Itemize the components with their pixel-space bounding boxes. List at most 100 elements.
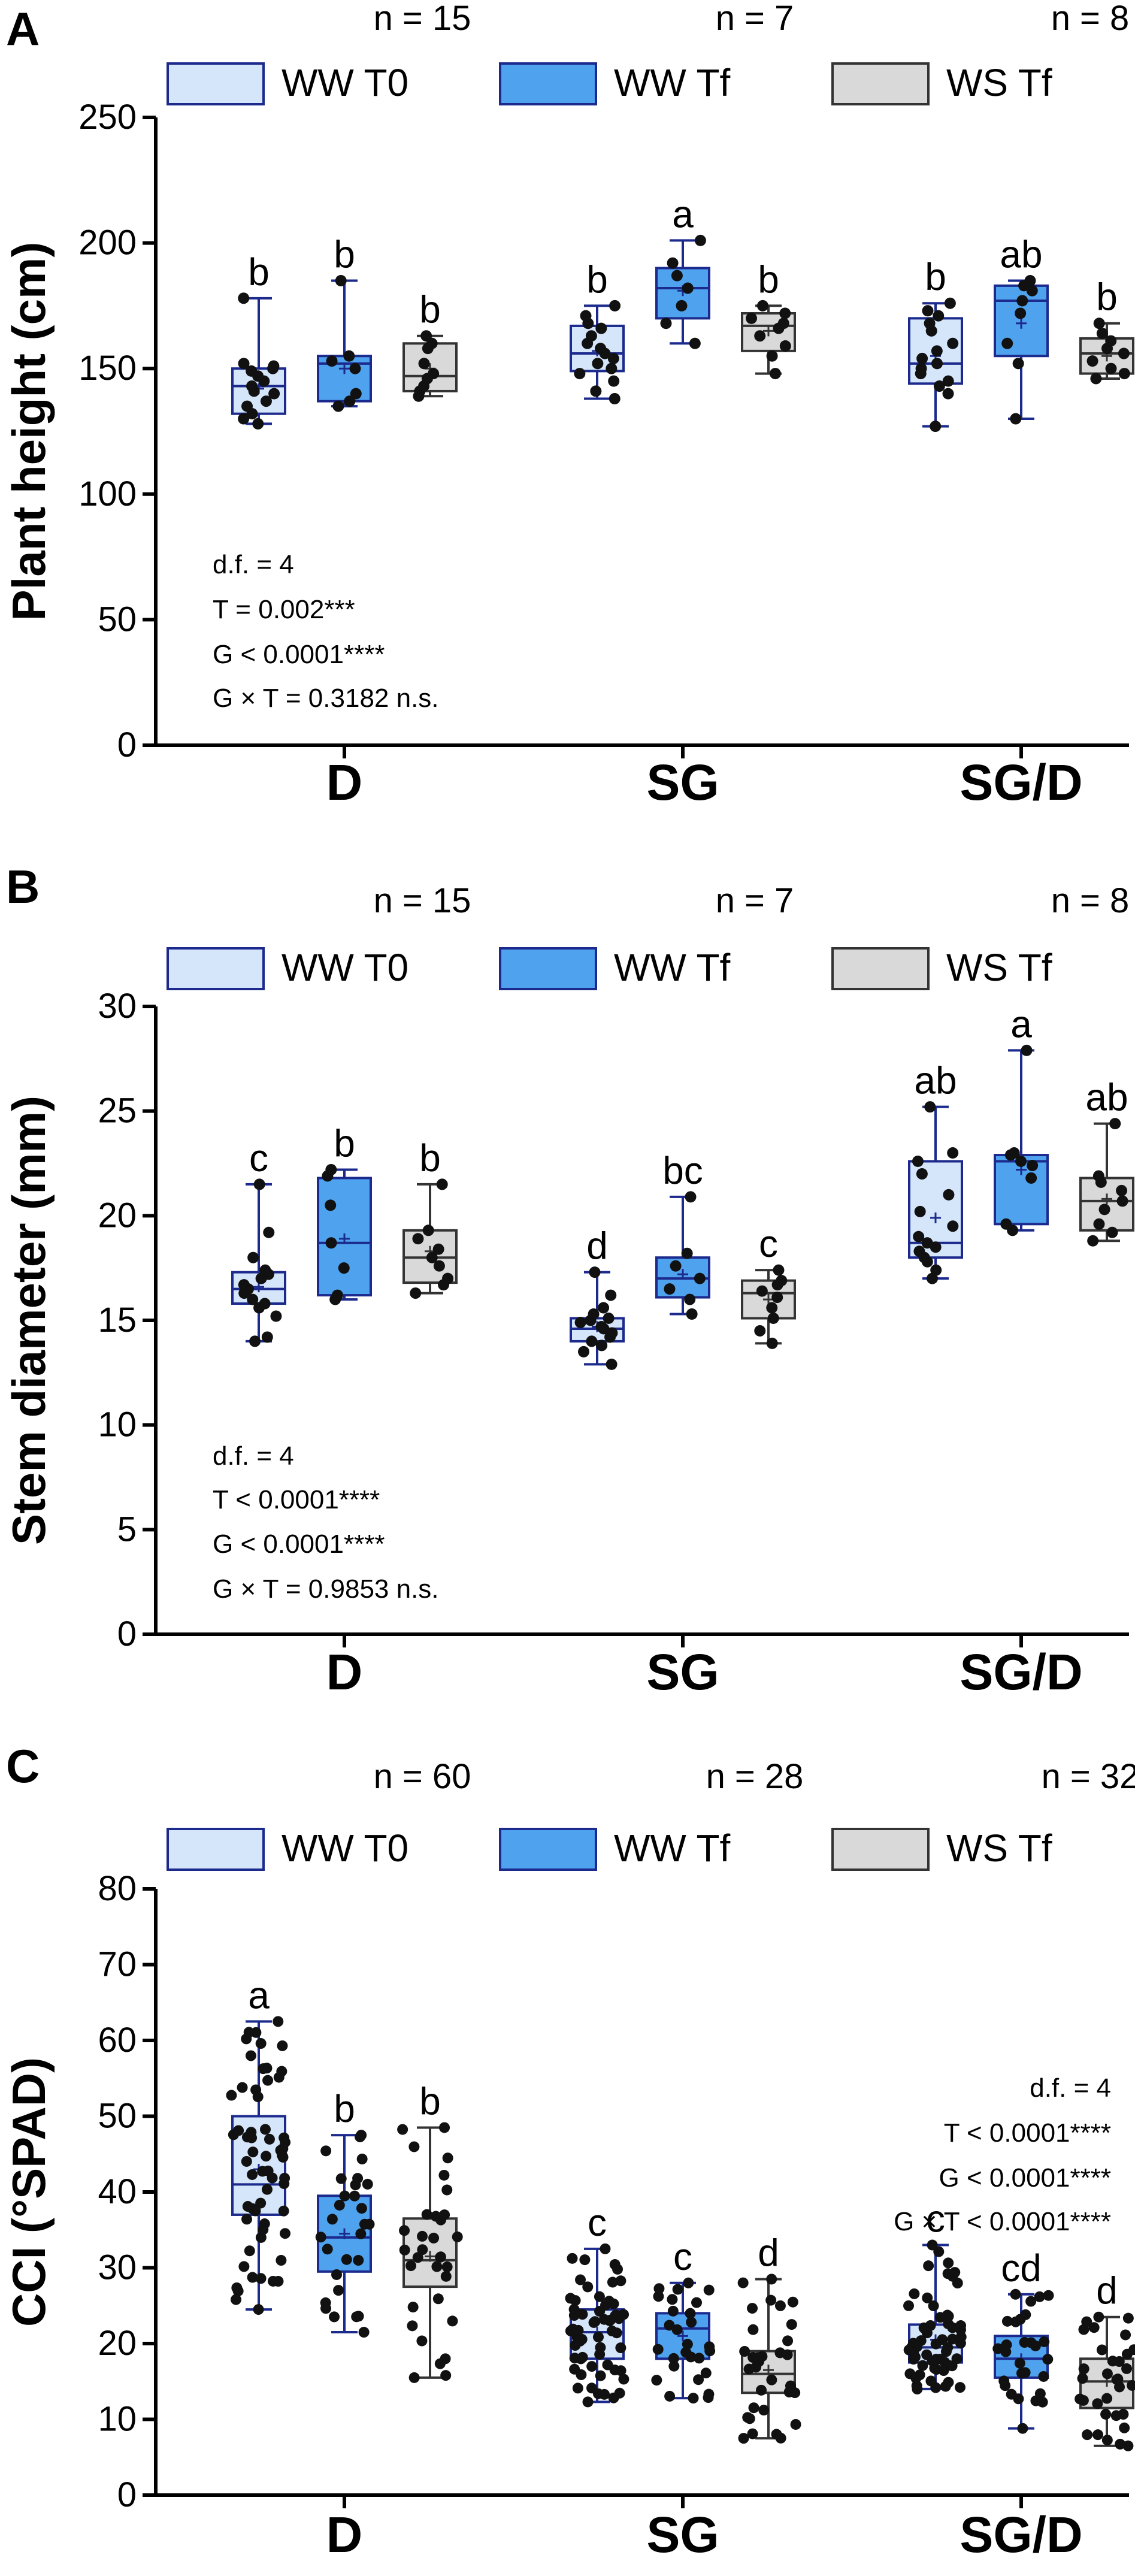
- data-point: [568, 2303, 580, 2315]
- data-point: [758, 2405, 770, 2416]
- y-tick-label: 0: [117, 1614, 137, 1653]
- data-point: [1026, 285, 1038, 297]
- n-label: n = 7: [716, 0, 794, 38]
- data-point: [407, 2302, 419, 2313]
- data-point: [652, 2344, 664, 2355]
- data-point: [927, 2239, 938, 2251]
- data-point: [916, 1168, 928, 1180]
- n-label: n = 32: [1042, 1757, 1135, 1796]
- data-point: [349, 362, 361, 374]
- data-point: [1019, 2337, 1030, 2348]
- stats-text: G × T = 0.9853 n.s.: [213, 1574, 439, 1604]
- data-point: [685, 2351, 697, 2363]
- data-point: [428, 368, 440, 380]
- y-tick-label: 0: [117, 725, 137, 764]
- data-point: [241, 2131, 253, 2143]
- data-point: [1043, 2290, 1054, 2301]
- data-point: [331, 2269, 343, 2280]
- category-label: SG/D: [960, 1644, 1082, 1700]
- data-point: [660, 318, 672, 329]
- data-point: [603, 1313, 615, 1325]
- data-point: [1015, 307, 1027, 319]
- data-point: [605, 1289, 617, 1301]
- data-point: [609, 393, 621, 405]
- data-point: [606, 1327, 618, 1339]
- significance-letter: bc: [662, 1149, 703, 1192]
- box-plot: a: [994, 1002, 1049, 1236]
- data-point: [1000, 2380, 1011, 2391]
- data-point: [410, 1287, 422, 1299]
- data-point: [914, 1205, 926, 1217]
- data-point: [1092, 2398, 1103, 2409]
- significance-letter: ab: [1085, 1076, 1128, 1119]
- data-point: [1082, 2429, 1093, 2441]
- n-label: n = 7: [716, 881, 794, 920]
- data-point: [1021, 1044, 1033, 1056]
- category-label: SG/D: [960, 2507, 1082, 2563]
- n-label: n = 8: [1051, 0, 1130, 38]
- stats-text: G × T < 0.0001****: [894, 2207, 1111, 2236]
- data-point: [688, 2393, 699, 2404]
- data-point: [431, 2261, 443, 2272]
- data-point: [783, 2386, 795, 2397]
- data-point: [1078, 2394, 1089, 2406]
- data-point: [258, 2224, 269, 2235]
- data-point: [606, 362, 618, 374]
- data-point: [909, 2288, 920, 2299]
- data-point: [1118, 2409, 1129, 2420]
- data-point: [1120, 2329, 1131, 2341]
- data-point: [942, 375, 954, 387]
- y-tick-label: 0: [117, 2475, 137, 2514]
- n-label: n = 8: [1051, 881, 1130, 920]
- data-point: [664, 2390, 676, 2402]
- stats-text: G < 0.0001****: [939, 2163, 1111, 2193]
- data-point: [1006, 2388, 1017, 2400]
- data-point: [580, 310, 592, 322]
- data-point: [586, 2383, 597, 2394]
- data-point: [942, 2309, 953, 2321]
- data-point: [940, 2346, 952, 2357]
- data-point: [586, 2361, 598, 2372]
- data-point: [238, 358, 250, 370]
- data-point: [270, 1310, 282, 1322]
- data-point: [606, 1358, 618, 1370]
- data-point: [590, 385, 602, 397]
- data-point: [588, 2317, 600, 2328]
- data-point: [776, 1275, 788, 1287]
- data-point: [954, 2382, 965, 2393]
- data-point: [277, 2040, 288, 2051]
- category-label: SG: [646, 2507, 719, 2563]
- data-point: [915, 362, 927, 374]
- data-point: [241, 2214, 253, 2225]
- data-point: [1030, 2395, 1042, 2406]
- data-point: [332, 400, 344, 412]
- y-tick-label: 40: [98, 2172, 137, 2211]
- data-point: [1087, 1235, 1099, 1247]
- data-point: [942, 388, 954, 400]
- significance-letter: b: [586, 258, 608, 301]
- data-point: [1038, 2371, 1049, 2382]
- data-point: [594, 2348, 606, 2360]
- data-point: [441, 2261, 453, 2273]
- data-point: [747, 2303, 758, 2314]
- data-point: [565, 2293, 576, 2304]
- data-point: [771, 2429, 782, 2440]
- data-point: [335, 274, 347, 286]
- data-point: [575, 2274, 586, 2285]
- data-point: [405, 2260, 417, 2272]
- y-tick-label: 25: [98, 1092, 137, 1130]
- stats-text: G < 0.0001****: [213, 1529, 385, 1559]
- data-point: [231, 2294, 242, 2305]
- data-point: [1096, 328, 1108, 340]
- significance-letter: d: [758, 2231, 779, 2274]
- n-label: n = 28: [706, 1757, 804, 1796]
- data-point: [615, 2342, 626, 2354]
- data-point: [329, 2311, 340, 2323]
- data-point: [1030, 2340, 1041, 2351]
- data-point: [754, 330, 766, 342]
- data-point: [247, 2169, 258, 2180]
- data-point: [777, 318, 789, 329]
- data-point: [694, 234, 706, 246]
